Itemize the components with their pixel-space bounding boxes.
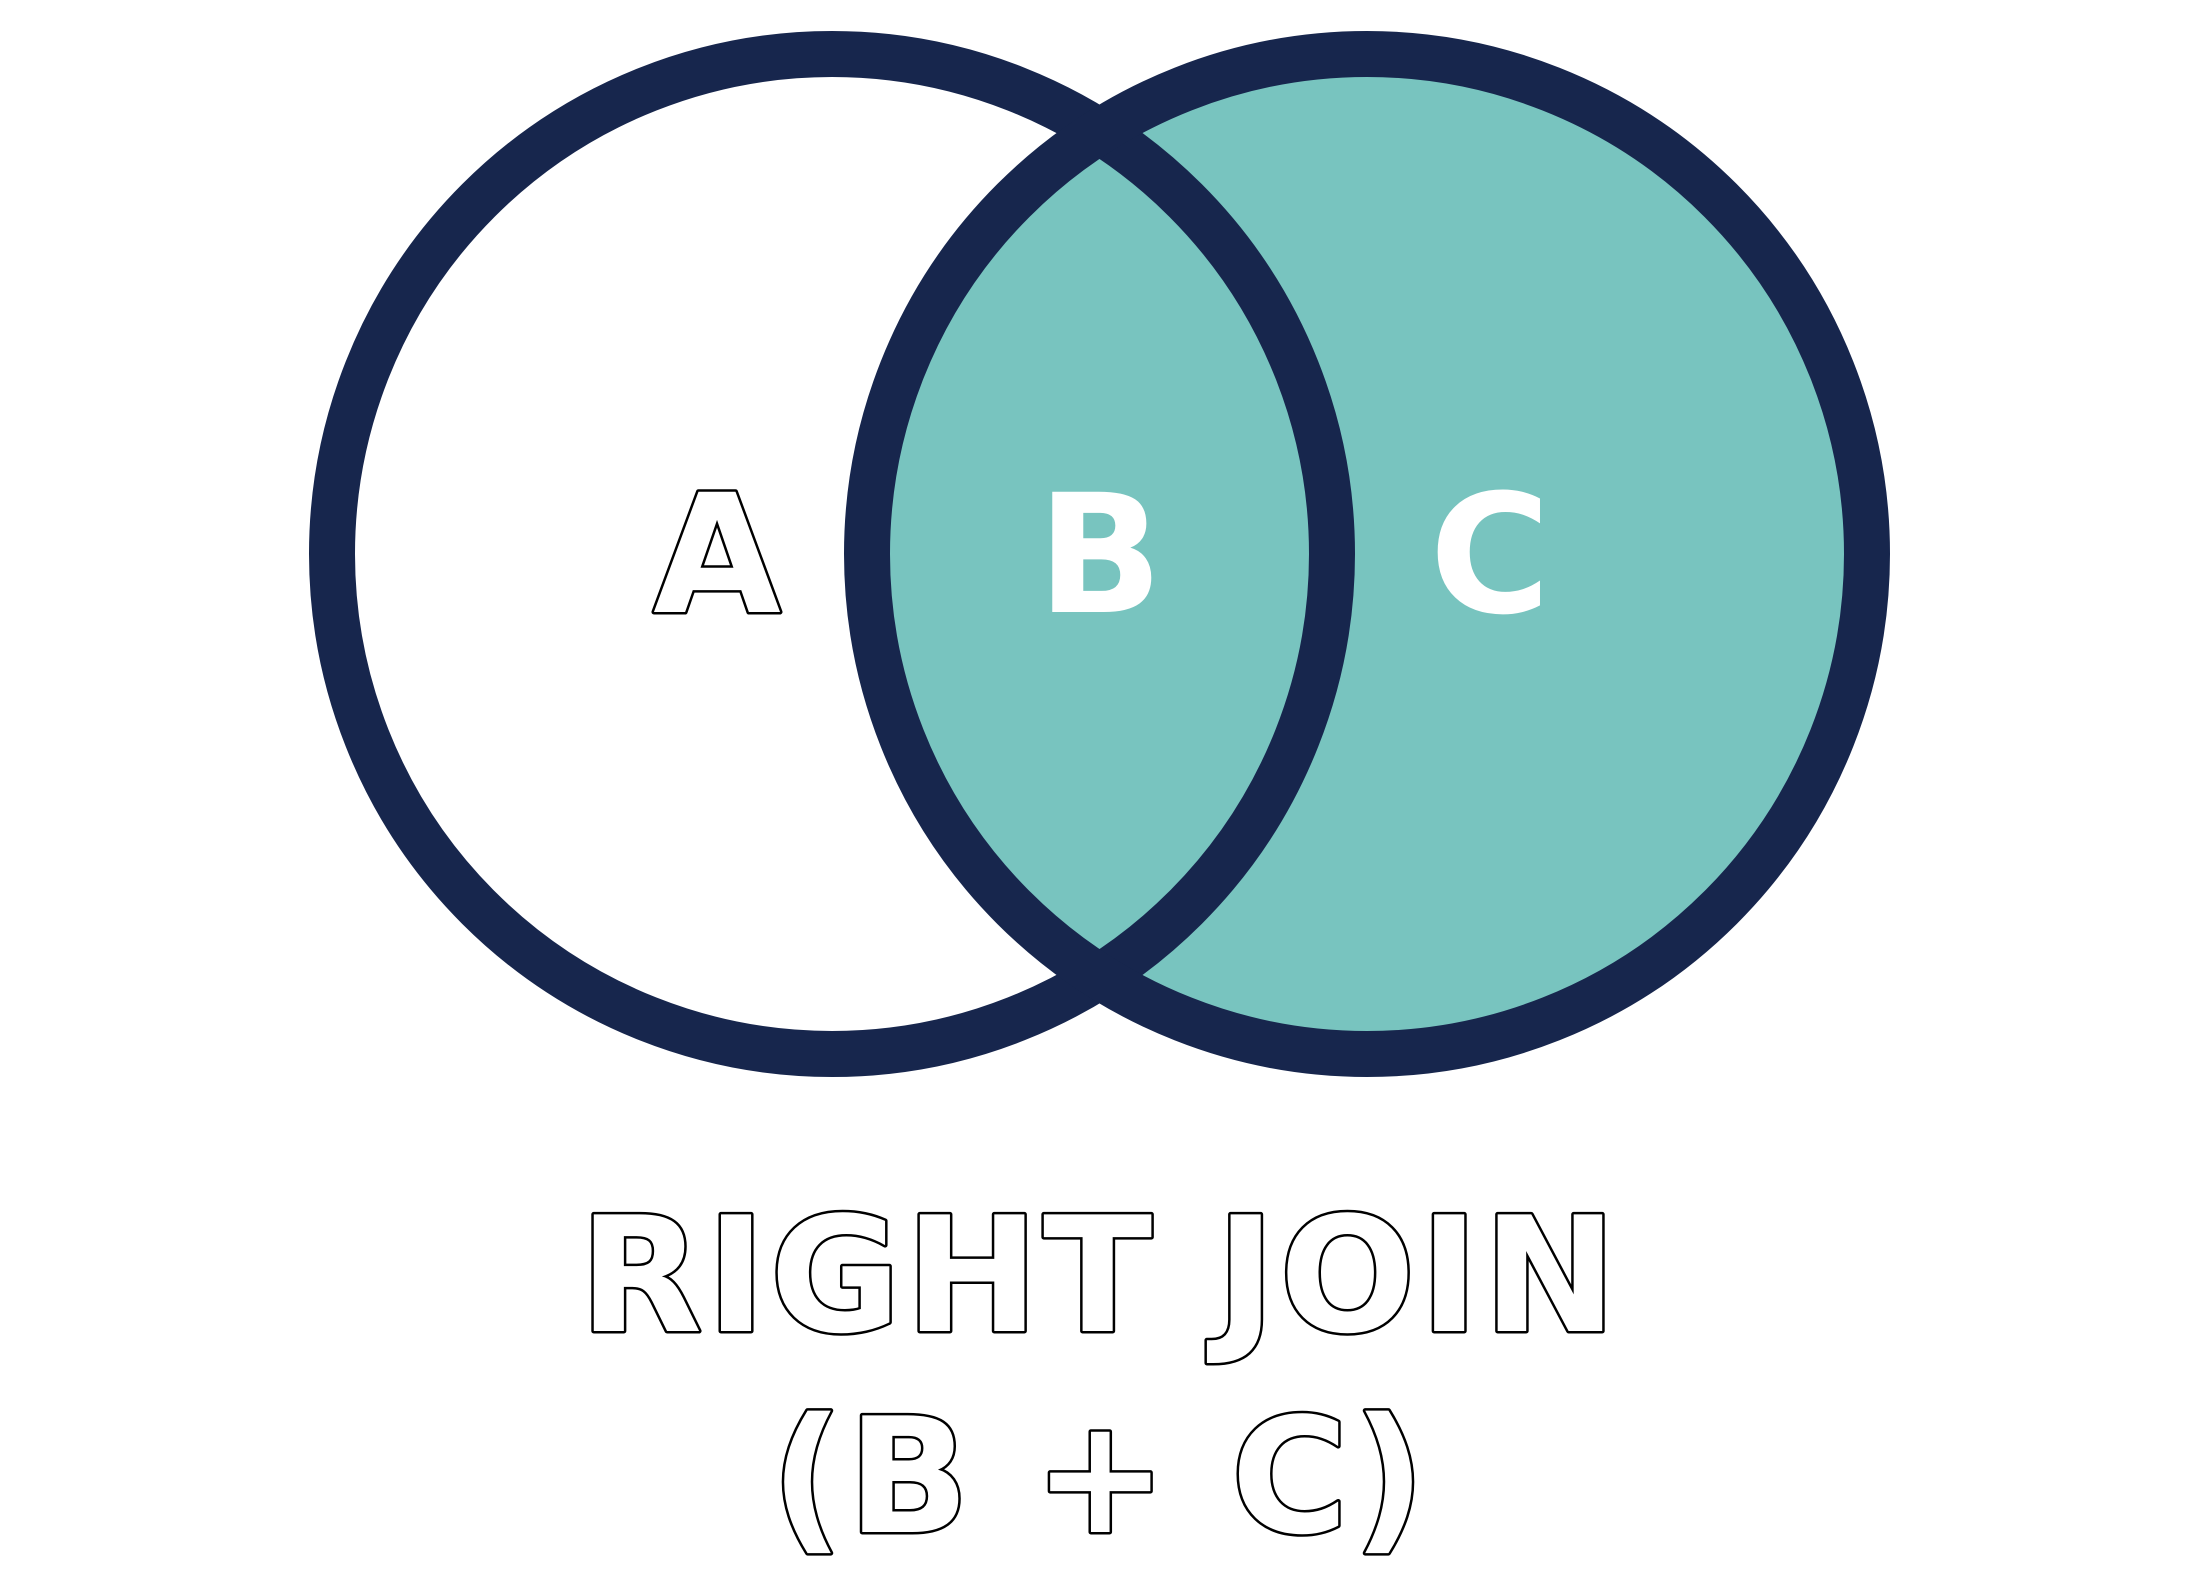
circle-a-outline	[309, 31, 1355, 1077]
label-c: C	[1429, 459, 1550, 651]
label-a: A	[653, 459, 781, 651]
intersection-b-fill	[867, 54, 1332, 1054]
caption-subtitle: (B + C)	[770, 1383, 1429, 1570]
circle-c-outline	[844, 31, 1890, 1077]
caption-title: RIGHT JOIN	[579, 1182, 1621, 1369]
label-b: B	[1037, 459, 1163, 651]
